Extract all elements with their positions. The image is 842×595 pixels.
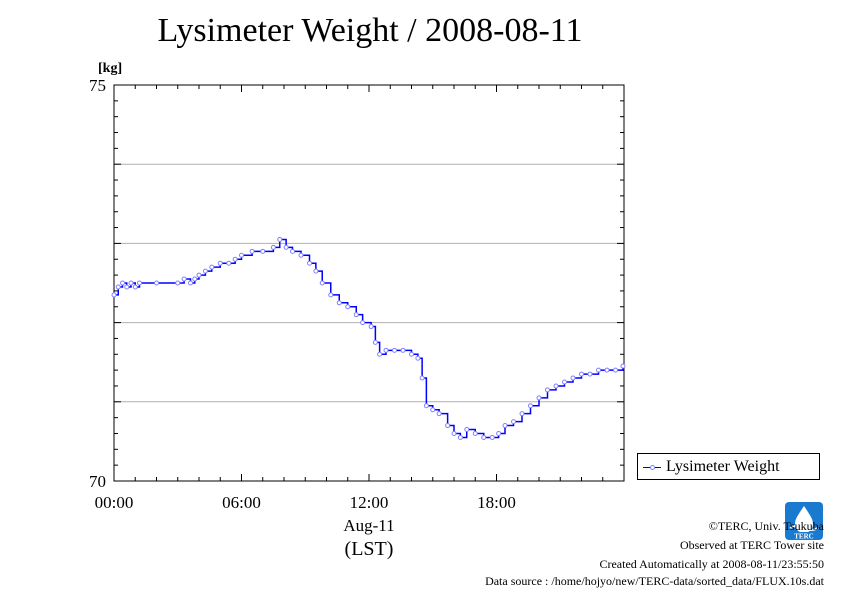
data-point (115, 284, 121, 290)
data-point (202, 268, 208, 274)
data-point (423, 403, 429, 409)
data-point (481, 434, 487, 440)
data-point (181, 276, 187, 282)
data-point (570, 375, 576, 381)
data-point (217, 260, 223, 266)
footer-site: Observed at TERC Tower site (679, 538, 824, 552)
chart-title: Lysimeter Weight / 2008-08-11 (157, 12, 583, 49)
data-point (392, 347, 397, 353)
data-point (377, 351, 383, 357)
data-point (307, 260, 312, 266)
legend-swatch-icon (643, 461, 661, 473)
data-point (579, 371, 584, 377)
data-point (192, 276, 198, 282)
data-point (137, 280, 142, 286)
y-tick-label: 75 (89, 76, 106, 95)
footer-created: Created Automatically at 2008-08-11/23:5… (599, 557, 824, 571)
y-tick-label: 70 (89, 472, 106, 491)
footer-copyright: ©TERC, Univ. Tsukuba (708, 519, 824, 533)
legend: Lysimeter Weight (637, 453, 820, 480)
data-point (111, 292, 117, 298)
legend-label: Lysimeter Weight (666, 457, 780, 475)
x-tick-label: 12:00 (350, 493, 389, 512)
data-point (400, 347, 406, 353)
data-point (620, 363, 626, 369)
data-point (313, 268, 319, 274)
svg-text:TERC: TERC (794, 533, 813, 541)
data-point (209, 264, 215, 270)
data-point (372, 339, 378, 345)
data-point (464, 427, 470, 433)
data-point (596, 367, 601, 373)
terc-logo-icon: TERC (784, 501, 824, 541)
data-point (290, 248, 295, 254)
data-point (562, 379, 567, 385)
x-tick-label: 00:00 (95, 493, 134, 512)
data-point (188, 280, 193, 286)
data-point (451, 430, 457, 436)
data-point (457, 434, 463, 440)
data-point (419, 375, 425, 381)
data-point (613, 367, 618, 373)
data-point (132, 284, 138, 290)
data-point (196, 272, 202, 278)
footer-source: Data source : /home/hojyo/new/TERC-data/… (485, 574, 824, 588)
data-point (415, 355, 421, 361)
data-point (336, 300, 342, 306)
data-point (472, 430, 478, 436)
data-point (360, 320, 366, 326)
data-point (277, 236, 283, 242)
data-point (232, 256, 238, 262)
data-point (519, 411, 525, 417)
data-point (270, 244, 276, 250)
x-axis-unit-label: (LST) (345, 538, 394, 560)
data-point (489, 434, 495, 440)
data-point (511, 419, 516, 425)
data-point (260, 248, 266, 254)
x-tick-label: 06:00 (222, 493, 261, 512)
data-point (436, 411, 442, 417)
data-point (319, 280, 325, 286)
data-point (445, 423, 451, 429)
data-point (120, 280, 125, 286)
data-point (587, 371, 593, 377)
data-point (545, 387, 550, 393)
data-point (128, 280, 134, 286)
data-point (283, 244, 289, 250)
data-point (536, 395, 542, 401)
y-axis-label: [kg] (98, 61, 122, 76)
data-point (553, 383, 559, 389)
data-point (226, 260, 232, 266)
data-point (298, 252, 304, 258)
series-line (114, 238, 624, 439)
data-point (175, 280, 181, 286)
data-point (154, 280, 159, 286)
data-point (496, 430, 502, 436)
data-point (383, 347, 389, 353)
data-point (239, 252, 244, 258)
data-point (353, 312, 359, 318)
data-point (409, 351, 414, 357)
data-point (502, 423, 508, 429)
x-tick-label: 18:00 (477, 493, 516, 512)
x-axis-date-label: Aug-11 (343, 516, 394, 535)
data-point (328, 292, 334, 298)
data-point (249, 248, 255, 254)
data-point (528, 403, 533, 409)
data-point (124, 284, 130, 290)
data-point (604, 367, 610, 373)
data-point (345, 304, 351, 310)
data-point (430, 407, 436, 413)
data-point (368, 324, 374, 330)
